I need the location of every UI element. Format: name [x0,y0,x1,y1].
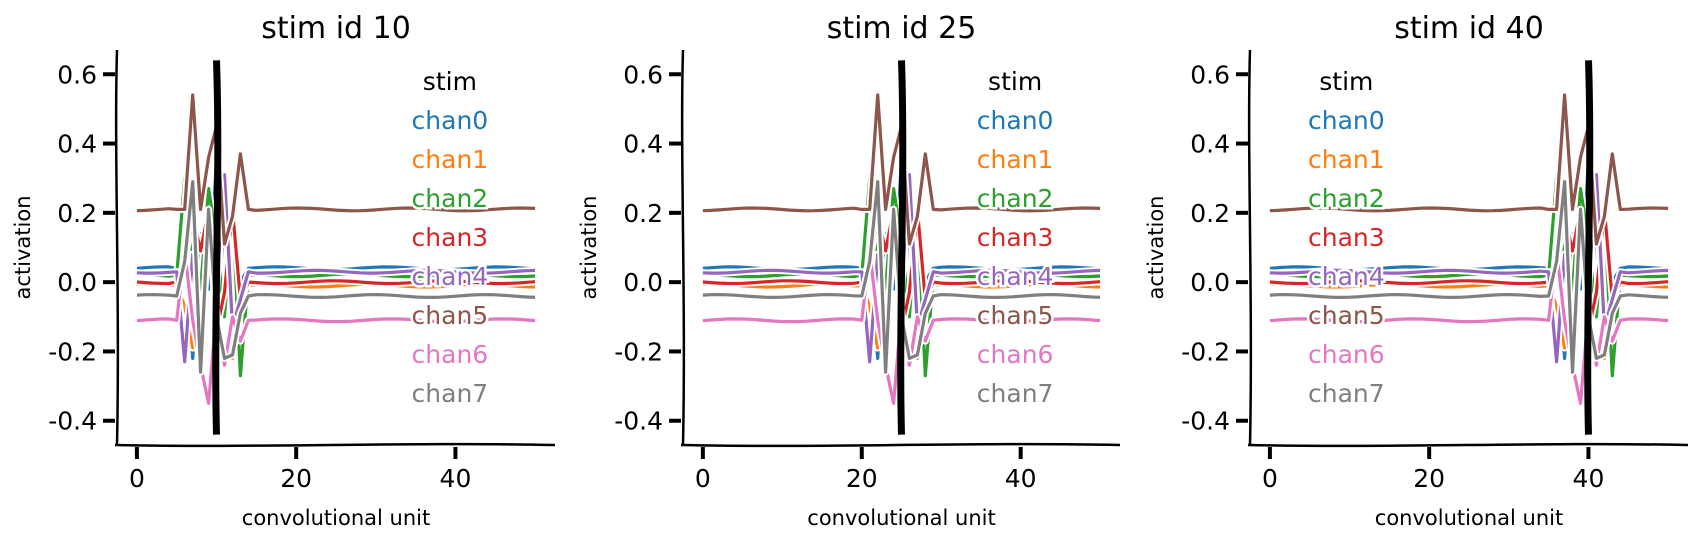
legend-entry-chan6: chan6 [412,340,489,369]
chart-panel-2: 0.6 0.4 0.2 0.0 -0.2 -0.4 0 20 40 stim id 25 convo… [577,11,1121,530]
y-tick-label: 0.6 [623,60,663,89]
y-axis-line [114,49,120,446]
y-tick-label: 0.0 [1190,268,1230,297]
stim-line [212,60,222,435]
y-axis-line [680,49,686,446]
x-axis-line [680,442,1121,448]
x-tick-label: 20 [846,464,878,493]
legend-entry-chan7: chan7 [412,379,489,408]
legend-entry-chan7: chan7 [977,379,1054,408]
x-axis-label: convolutional unit [242,506,430,530]
y-tick-label: -0.2 [614,337,663,366]
y-tick-label: -0.2 [48,337,97,366]
series-line-chan6 [136,249,536,405]
y-axis-label: activation [11,195,35,299]
chart-panel-3: 0.6 0.4 0.2 0.0 -0.2 -0.4 0 20 40 stim id 40 convo… [1144,11,1689,530]
legend-entry-chan3: chan3 [1308,223,1385,252]
chart-title: stim id 25 [827,11,977,46]
series-line-chan3 [136,207,536,333]
y-tick-label: 0.0 [623,268,663,297]
x-tick-label: 20 [1413,464,1445,493]
x-axis-label: convolutional unit [1375,506,1563,530]
legend-entry-chan5: chan5 [412,301,489,330]
chart-panel-1: 0.6 0.4 0.2 0.0 -0.2 -0.4 0 20 40 stim id 10 convo… [11,11,556,530]
series-line-chan7 [136,180,536,374]
x-tick-label: 0 [695,464,711,493]
x-axis-line [1247,442,1689,448]
y-tick-label: 0.6 [57,60,97,89]
chart-title: stim id 40 [1394,11,1544,46]
y-tick-label: -0.2 [1181,337,1230,366]
legend-entry-chan4: chan4 [1308,262,1385,291]
legend-entry-chan0: chan0 [977,106,1054,135]
legend-entry-chan6: chan6 [977,340,1054,369]
series-line-chan4 [1269,173,1669,364]
legend-entry-chan2: chan2 [412,184,489,213]
legend-entry-chan4: chan4 [977,262,1054,291]
legend-entry-chan3: chan3 [977,223,1054,252]
y-tick-label: 0.4 [57,130,97,159]
legend-entry-chan3: chan3 [412,223,489,252]
legend: stim chan0 chan1 chan2 chan3 chan4 chan5 chan6 c… [409,65,491,411]
legend-entry-chan7: chan7 [1308,379,1385,408]
legend-entry-chan2: chan2 [1308,184,1385,213]
y-tick-label: 0.4 [623,130,663,159]
y-tick-label: 0.2 [57,199,97,228]
y-tick-label: 0.4 [1190,130,1230,159]
y-tick-label: 0.0 [57,268,97,297]
y-tick-label: 0.6 [1190,60,1230,89]
x-tick-label: 40 [1005,464,1037,493]
legend-entry-chan1: chan1 [1308,145,1385,174]
legend-entry-stim: stim [988,67,1042,96]
chart-title: stim id 10 [261,11,411,46]
legend-entry-chan1: chan1 [412,145,489,174]
legend-entry-chan5: chan5 [977,301,1054,330]
series-line-chan7 [1269,180,1669,374]
legend-entry-chan0: chan0 [412,106,489,135]
legend-entry-chan0: chan0 [1308,106,1385,135]
series-line-chan6 [1269,249,1669,405]
x-tick-label: 40 [1573,464,1605,493]
y-axis-label: activation [1144,195,1168,299]
stim-line [897,60,907,435]
x-axis-line [114,442,556,448]
y-tick-label: 0.2 [1190,199,1230,228]
legend-entry-chan6: chan6 [1308,340,1385,369]
legend-entry-chan5: chan5 [1308,301,1385,330]
series-line-chan5 [136,93,536,246]
x-tick-label: 20 [280,464,312,493]
y-tick-label: -0.4 [48,407,97,436]
legend-entry-chan4: chan4 [412,262,489,291]
y-tick-label: -0.4 [1181,407,1230,436]
x-tick-label: 40 [440,464,472,493]
x-axis-label: convolutional unit [807,506,995,530]
y-axis-label: activation [577,195,601,299]
series-line-chan5 [1269,93,1669,246]
legend-entry-stim: stim [423,67,477,96]
legend: stim chan0 chan1 chan2 chan3 chan4 chan5 chan6 c… [1306,65,1388,411]
legend-entry-stim: stim [1319,67,1373,96]
x-tick-label: 0 [1262,464,1278,493]
stim-line [1584,60,1594,435]
x-tick-label: 0 [129,464,145,493]
y-tick-label: 0.2 [623,199,663,228]
legend-entry-chan1: chan1 [977,145,1054,174]
legend-entry-chan2: chan2 [977,184,1054,213]
legend: stim chan0 chan1 chan2 chan3 chan4 chan5 chan6 c… [974,65,1056,411]
y-axis-line [1247,49,1253,446]
y-tick-label: -0.4 [614,407,663,436]
